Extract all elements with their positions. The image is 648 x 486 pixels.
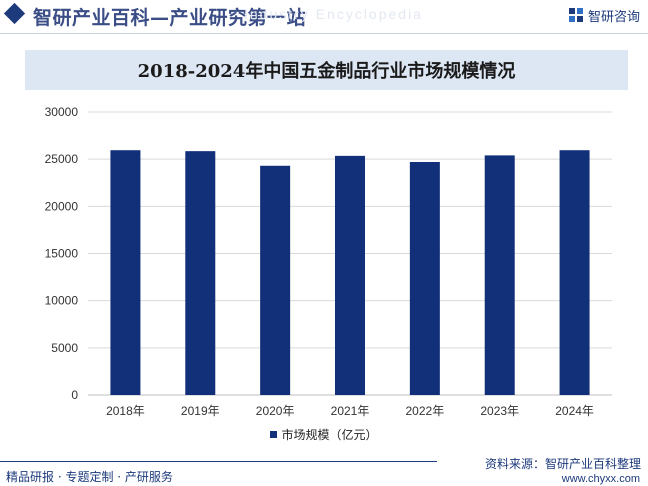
bar [484,155,515,395]
x-tick-label: 2021年 [331,404,370,418]
bar [110,150,141,395]
brand-logo[interactable]: 智研咨询 [568,6,640,25]
bar [335,155,365,395]
footer-tagline: 精品研报 · 专题定制 · 产研服务 [6,470,173,484]
y-tick-label: 30000 [45,105,79,119]
x-tick-label: 2024年 [555,404,594,418]
chart-title-band: 2018-2024年中国五金制品行业市场规模情况 [25,50,628,90]
chart-title: 2018-2024年中国五金制品行业市场规模情况 [137,61,516,82]
brand-logo-icon [568,8,583,22]
y-tick-label: 25000 [45,152,79,166]
header-divider [0,33,648,34]
legend-swatch [270,431,278,438]
footer-source: 资料来源：智研产业百科整理 [484,457,641,471]
footer-divider [0,461,437,462]
page-header: 智研产业百科—产业研究第一站 Industry Encyclopedia 智研咨… [0,0,648,36]
legend-label: 市场规模（亿元） [281,428,378,442]
x-tick-label: 2018年 [106,404,145,418]
y-tick-label: 10000 [45,294,79,308]
bar [559,150,590,395]
bar [260,165,291,395]
y-tick-label: 0 [71,388,78,402]
chart-legend: 市场规模（亿元） [0,426,648,443]
x-tick-label: 2020年 [256,404,295,418]
y-tick-label: 5000 [51,341,78,355]
footer-url[interactable]: www.chyxx.com [561,473,640,485]
brand-logo-text: 智研咨询 [587,9,640,25]
site-title: 智研产业百科—产业研究第一站 [33,7,307,29]
x-tick-label: 2022年 [406,404,445,418]
x-tick-label: 2019年 [181,404,220,418]
x-tick-label: 2023年 [480,404,519,418]
bar [409,161,440,395]
watermark-text: Industry Encyclopedia [244,6,423,22]
bar [185,151,216,395]
y-tick-label: 15000 [45,247,79,261]
y-tick-label: 20000 [45,199,79,213]
